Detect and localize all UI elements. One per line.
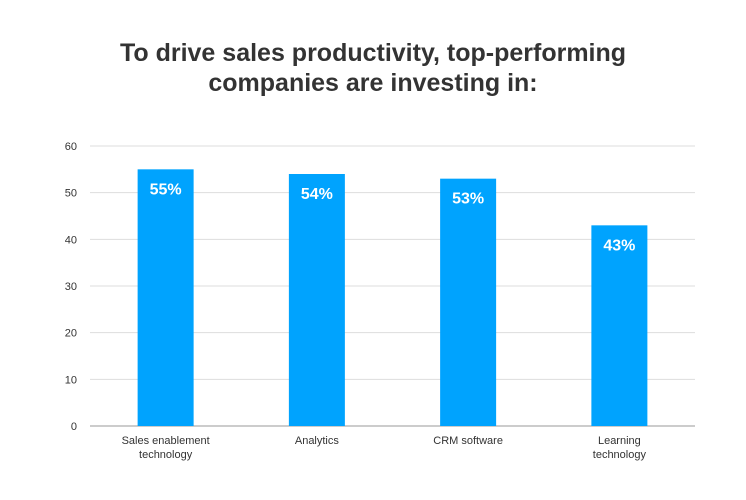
y-tick-label: 0 [71, 421, 77, 433]
bar [288, 174, 345, 426]
y-tick-label: 20 [65, 328, 77, 340]
data-label: 43% [603, 237, 635, 254]
bar [440, 178, 497, 426]
x-tick-label: CRM software [433, 435, 503, 447]
data-label: 55% [150, 181, 182, 198]
x-tick-label: Sales enablement [122, 435, 210, 447]
data-label: 53% [452, 191, 484, 208]
bar [137, 169, 194, 427]
chart-title: To drive sales productivity, top-perform… [0, 38, 746, 98]
y-tick-label: 50 [65, 188, 77, 200]
chart-title-line-2: companies are investing in: [208, 69, 538, 97]
y-tick-label: 10 [65, 374, 77, 386]
data-label: 54% [301, 186, 333, 203]
x-tick-label: Learning [598, 435, 641, 447]
x-tick-label: technology [593, 449, 647, 461]
y-tick-label: 40 [65, 234, 77, 246]
x-tick-label: Analytics [295, 435, 340, 447]
bar [591, 225, 648, 426]
x-tick-label: technology [139, 449, 193, 461]
chart-title-line-1: To drive sales productivity, top-perform… [119, 39, 627, 67]
y-tick-label: 60 [65, 141, 77, 153]
y-tick-label: 30 [65, 281, 77, 293]
